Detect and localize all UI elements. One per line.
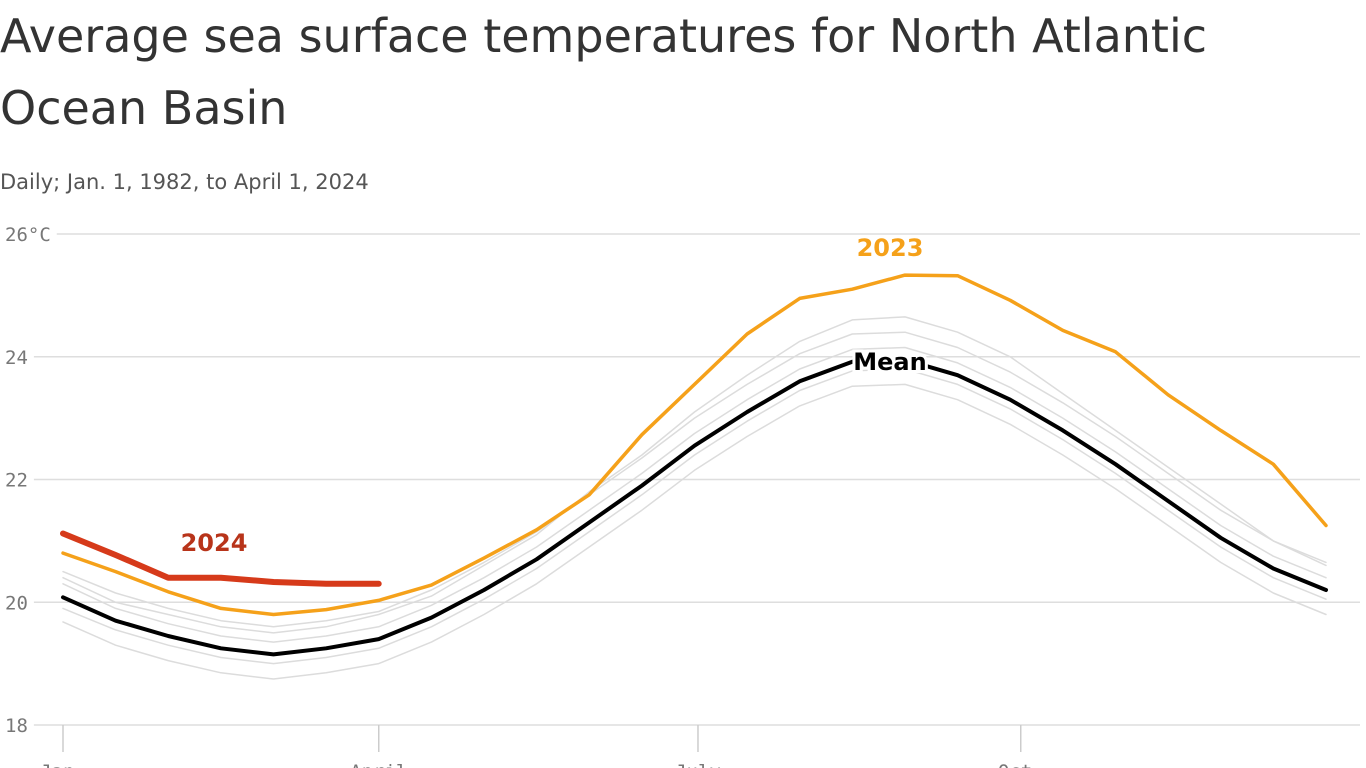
chart-subtitle: Daily; Jan. 1, 1982, to April 1, 2024 <box>0 170 369 194</box>
series-label: Mean <box>853 348 926 376</box>
historical-line <box>62 316 1327 634</box>
y-tick-label: 24 <box>5 347 28 369</box>
y-tick-label: 26°C <box>5 224 51 246</box>
historical-line <box>62 346 1327 643</box>
series-label: 2023 <box>857 234 924 262</box>
chart-title: Average sea surface temperatures for Nor… <box>0 9 1207 135</box>
historical-line <box>62 368 1327 665</box>
historical-line <box>62 331 1327 628</box>
series-line <box>61 273 1328 617</box>
x-tick-label: July <box>675 761 721 768</box>
y-tick-label: 22 <box>5 470 28 492</box>
series-line <box>61 357 1328 657</box>
series-line <box>60 530 382 587</box>
series-label: 2024 <box>181 529 248 557</box>
y-tick-label: 20 <box>5 592 28 614</box>
x-tick-label: April <box>350 761 407 768</box>
historical-line <box>62 383 1327 680</box>
x-tick-label: Jan. <box>40 761 86 768</box>
y-tick-label: 18 <box>5 715 28 737</box>
x-tick-label: Oct. <box>998 761 1044 768</box>
